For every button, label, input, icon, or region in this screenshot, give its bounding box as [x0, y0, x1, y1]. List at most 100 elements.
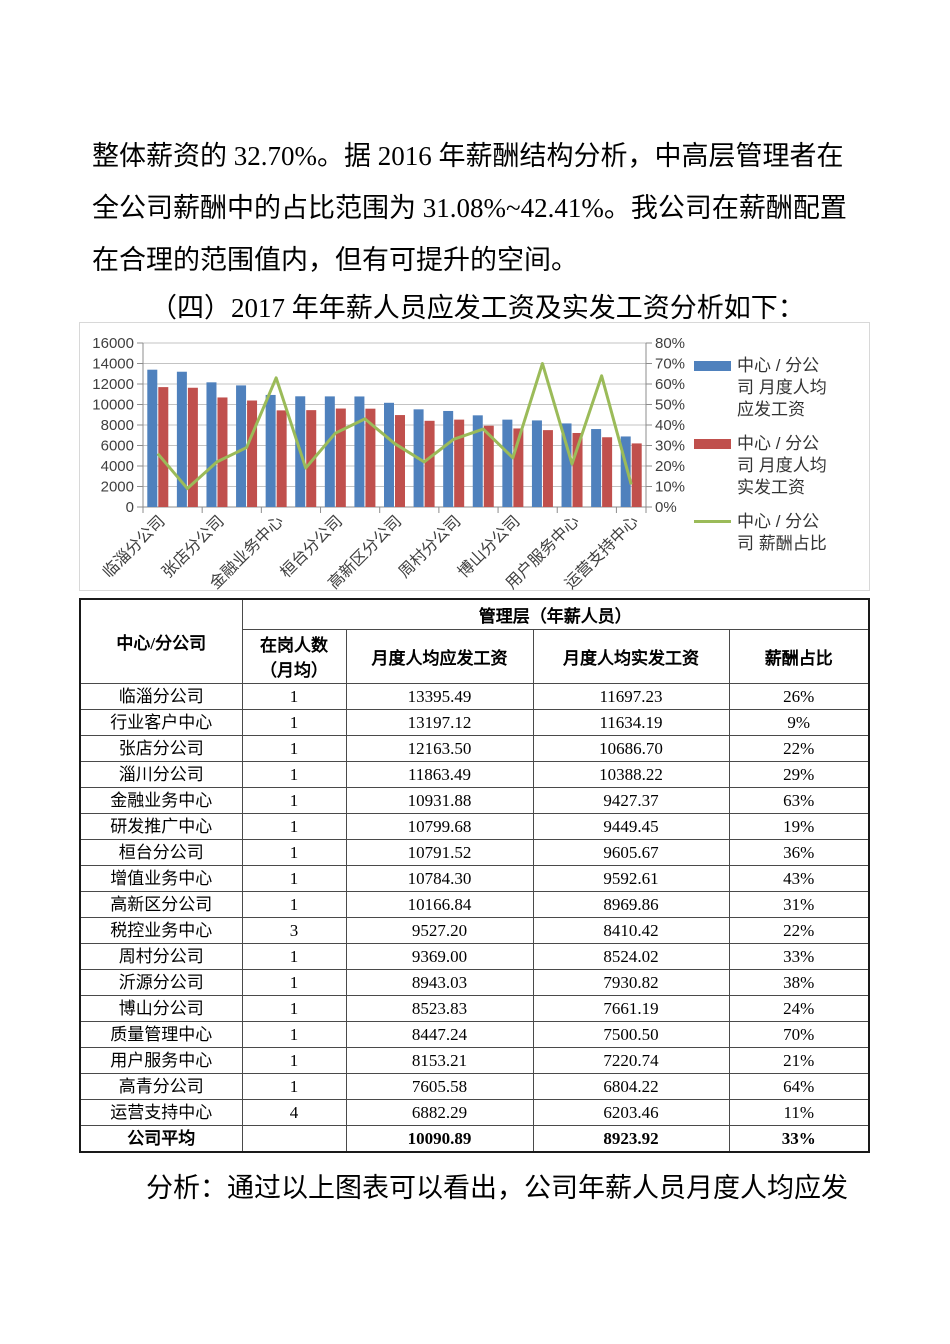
- net-salary-bar: [483, 425, 494, 507]
- cell-salary-ratio: 33%: [728, 1124, 870, 1152]
- salary-table-body: 临淄分公司 1 13395.49 11697.23 26% 行业客户中心 1 13197.12…: [79, 682, 870, 1152]
- net-salary-bar: [187, 387, 198, 507]
- cell-gross-salary: 8447.24: [345, 1020, 534, 1048]
- cell-gross-salary: 13197.12: [345, 708, 534, 736]
- cell-headcount: 4: [241, 1098, 347, 1126]
- right-axis-label: 0%: [655, 499, 677, 516]
- cell-headcount: 1: [241, 682, 347, 710]
- cell-net-salary: 11697.23: [532, 682, 730, 710]
- cell-center-name: 高青分公司: [79, 1072, 243, 1100]
- cell-center-name: 公司平均: [79, 1124, 243, 1152]
- left-axis-label: 0: [126, 499, 134, 516]
- cell-net-salary: 6203.46: [532, 1098, 730, 1126]
- net-salary-bars: [158, 387, 642, 507]
- cell-center-name: 博山分公司: [79, 994, 243, 1022]
- cell-gross-salary: 8943.03: [345, 968, 534, 996]
- table-row: 质量管理中心 1 8447.24 7500.50 70%: [79, 1020, 870, 1048]
- gross-salary-bar: [384, 402, 394, 507]
- x-axis-category-label: 周村分公司: [395, 512, 464, 581]
- cell-center-name: 周村分公司: [79, 942, 243, 970]
- gross-salary-bar: [620, 436, 631, 507]
- cell-salary-ratio: 43%: [728, 864, 870, 892]
- cell-center-name: 税控业务中心: [79, 916, 243, 944]
- net-salary-bar: [158, 387, 169, 507]
- cell-headcount: 1: [241, 708, 347, 736]
- gross-salary-bar: [531, 420, 542, 507]
- cell-gross-salary: 9527.20: [345, 916, 534, 944]
- cell-net-salary: 8524.02: [532, 942, 730, 970]
- gross-salary-bars: [147, 369, 631, 507]
- cell-salary-ratio: 11%: [728, 1098, 870, 1126]
- cell-net-salary: 10686.70: [532, 734, 730, 762]
- table-row: 税控业务中心 3 9527.20 8410.42 22%: [79, 916, 870, 944]
- gross-salary-bar: [443, 410, 454, 507]
- right-axis-label: 30%: [655, 438, 685, 455]
- cell-headcount: 1: [241, 1046, 347, 1074]
- cell-salary-ratio: 33%: [728, 942, 870, 970]
- cell-center-name: 行业客户中心: [79, 708, 243, 736]
- cell-net-salary: 9449.45: [532, 812, 730, 840]
- analysis-text: 分析：通过以上图表可以看出，公司年薪人员月度人均应发: [146, 1173, 848, 1203]
- legend-swatch-net-bar: [694, 439, 731, 449]
- cell-center-name: 增值业务中心: [79, 864, 243, 892]
- net-salary-bar: [542, 430, 553, 507]
- right-axis-label: 20%: [655, 458, 685, 475]
- gross-salary-bar: [176, 371, 187, 507]
- chart-legend: 中心 / 分公司 月度人均应发工资 中心 / 分公司 月度人均实发工资 中心 /…: [694, 355, 829, 567]
- right-axis-label: 60%: [655, 376, 685, 393]
- net-salary-bar: [513, 428, 524, 507]
- right-axis-label: 50%: [655, 397, 685, 414]
- cell-salary-ratio: 26%: [728, 682, 870, 710]
- legend-label-ratio: 中心 / 分公司 薪酬占比: [737, 512, 827, 553]
- legend-label-net: 中心 / 分公司 月度人均实发工资: [737, 434, 827, 497]
- gross-salary-bar: [561, 423, 572, 507]
- cell-salary-ratio: 19%: [728, 812, 870, 840]
- cell-center-name: 运营支持中心: [79, 1098, 243, 1126]
- cell-gross-salary: 7605.58: [345, 1072, 534, 1100]
- table-row: 金融业务中心 1 10931.88 9427.37 63%: [79, 786, 870, 814]
- cell-headcount: 1: [241, 994, 347, 1022]
- legend-entry-gross-salary: 中心 / 分公司 月度人均应发工资: [694, 355, 829, 421]
- cell-net-salary: 8410.42: [532, 916, 730, 944]
- net-salary-bar: [631, 443, 642, 507]
- table-row: 博山分公司 1 8523.83 7661.19 24%: [79, 994, 870, 1022]
- net-salary-bar: [276, 410, 287, 507]
- left-axis-label: 2000: [101, 479, 134, 496]
- net-salary-bar: [602, 437, 613, 507]
- cell-gross-salary: 8153.21: [345, 1046, 534, 1074]
- col-header-center-name: 中心/分公司: [79, 598, 243, 684]
- cell-net-salary: 9592.61: [532, 864, 730, 892]
- net-salary-bar: [306, 410, 317, 507]
- cell-headcount: 1: [241, 812, 347, 840]
- cell-gross-salary: 12163.50: [345, 734, 534, 762]
- legend-swatch-ratio-line: [694, 520, 731, 523]
- table-row: 淄川分公司 1 11863.49 10388.22 29%: [79, 760, 870, 788]
- cell-net-salary: 7661.19: [532, 994, 730, 1022]
- net-salary-bar: [395, 415, 405, 507]
- gross-salary-bar: [265, 394, 276, 507]
- cell-gross-salary: 10784.30: [345, 864, 534, 892]
- cell-salary-ratio: 22%: [728, 734, 870, 762]
- legend-swatch-gross-bar: [694, 361, 731, 371]
- cell-headcount: 1: [241, 838, 347, 866]
- cell-salary-ratio: 21%: [728, 1046, 870, 1074]
- body-text-line-3: 在合理的范围值内，但有可提升的空间。: [92, 245, 578, 275]
- cell-center-name: 用户服务中心: [79, 1046, 243, 1074]
- cell-net-salary: 7220.74: [532, 1046, 730, 1074]
- cell-net-salary: 9427.37: [532, 786, 730, 814]
- net-salary-bar: [217, 397, 228, 507]
- cell-salary-ratio: 38%: [728, 968, 870, 996]
- cell-salary-ratio: 9%: [728, 708, 870, 736]
- cell-headcount: 1: [241, 864, 347, 892]
- left-axis-label: 6000: [101, 438, 134, 455]
- net-salary-bar: [572, 432, 583, 507]
- cell-headcount: 1: [241, 1072, 347, 1100]
- right-axis-label: 80%: [655, 335, 685, 352]
- left-axis-label: 14000: [92, 356, 134, 373]
- legend-label-gross: 中心 / 分公司 月度人均应发工资: [737, 356, 827, 419]
- net-salary-bar: [365, 408, 376, 507]
- body-paragraph: 整体薪资的 32.70%。据 2016 年薪酬结构分析，中高层管理者在 全公司薪…: [92, 130, 847, 286]
- table-row: 研发推广中心 1 10799.68 9449.45 19%: [79, 812, 870, 840]
- cell-net-salary: 7930.82: [532, 968, 730, 996]
- table-row: 高新区分公司 1 10166.84 8969.86 31%: [79, 890, 870, 918]
